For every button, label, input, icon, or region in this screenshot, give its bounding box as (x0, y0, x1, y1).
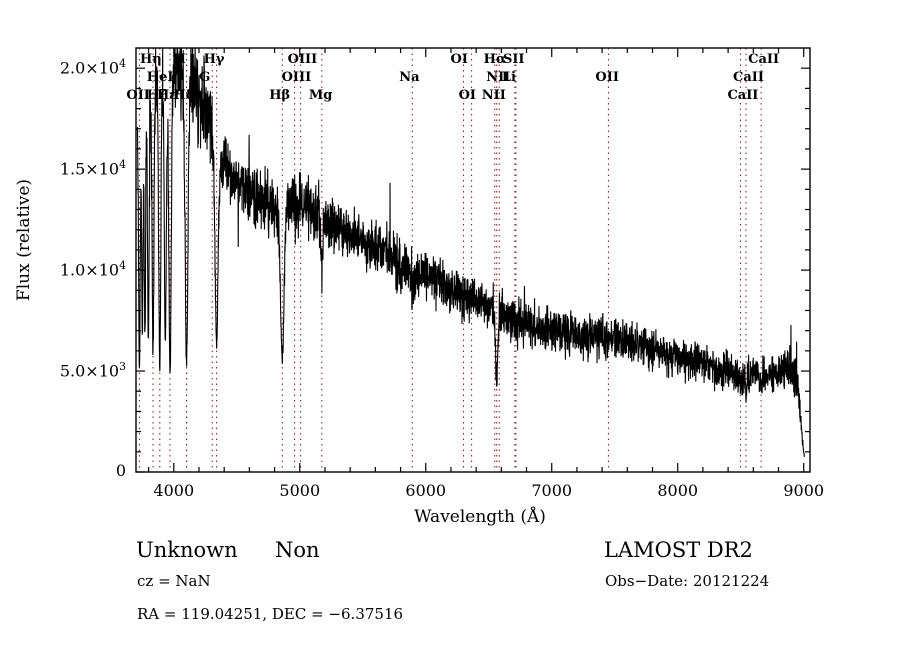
spectral-line-label: CaII (733, 70, 764, 85)
spectral-line-label: OI (450, 52, 468, 67)
spectral-line-label: Hβ (269, 88, 291, 103)
x-tick-label: 8000 (657, 481, 699, 500)
spectral-line-label: Hε (157, 88, 178, 103)
redshift-value: cz = NaN (137, 572, 211, 590)
obs-date: Obs−Date: 20121224 (605, 572, 770, 590)
spectral-line-label: Hα (483, 52, 506, 67)
spectral-line-label: OIII (281, 70, 312, 85)
object-subclass: Non (275, 538, 320, 562)
spectral-line-label: Mg (308, 88, 333, 103)
spectral-line-label: CaII (748, 52, 780, 67)
y-tick-label: 1.0×104 (59, 259, 126, 280)
y-tick-label: 2.0×104 (59, 57, 126, 78)
plot-clip-top (0, 0, 900, 48)
x-tick-label: 5000 (279, 481, 321, 500)
spectral-line-label: Hδ (173, 88, 195, 103)
spectral-line-label: OII (126, 88, 150, 103)
spectral-line-label: HeI (146, 70, 174, 85)
x-tick-label: 7000 (531, 481, 573, 500)
spectral-line-label: NII (486, 70, 511, 85)
spectral-line-label: OII (595, 70, 619, 85)
spectral-line-label: Li (501, 70, 516, 85)
spectral-line-label: OI (458, 88, 477, 103)
survey-name: LAMOST DR2 (604, 538, 753, 562)
spectral-line-label: SII (502, 52, 525, 67)
plot-frame (135, 47, 811, 473)
spectral-line-label: Na (399, 70, 420, 85)
object-class: Unknown (136, 538, 238, 562)
y-tick-label: 1.5×104 (59, 158, 126, 179)
spectral-line-label: CaII (727, 88, 759, 103)
x-tick-label: 4000 (153, 481, 195, 500)
spectral-line-label: NII (481, 88, 506, 103)
spectral-line-label: Hγ (203, 52, 225, 67)
spectral-line-label: Hη (140, 52, 162, 67)
plot-clip-right (811, 0, 900, 650)
spectrum-trace (136, 31, 805, 457)
spectral-line-label: OIII (287, 52, 318, 67)
y-tick-label: 5.0×103 (59, 360, 126, 381)
plot-clip-bottom (0, 473, 900, 651)
spectral-line-label: G (199, 70, 211, 85)
spectral-line-label: H (173, 52, 186, 67)
spectral-line-label: Hζ (146, 88, 167, 103)
coordinates-value: RA = 119.04251, DEC = −6.37516 (137, 605, 404, 623)
x-tick-label: 9000 (783, 481, 825, 500)
y-tick-label: 0 (115, 461, 126, 480)
plot-clip-left (0, 0, 136, 650)
x-tick-label: 6000 (405, 481, 447, 500)
x-axis-title: Wavelength (Å) (414, 507, 546, 527)
